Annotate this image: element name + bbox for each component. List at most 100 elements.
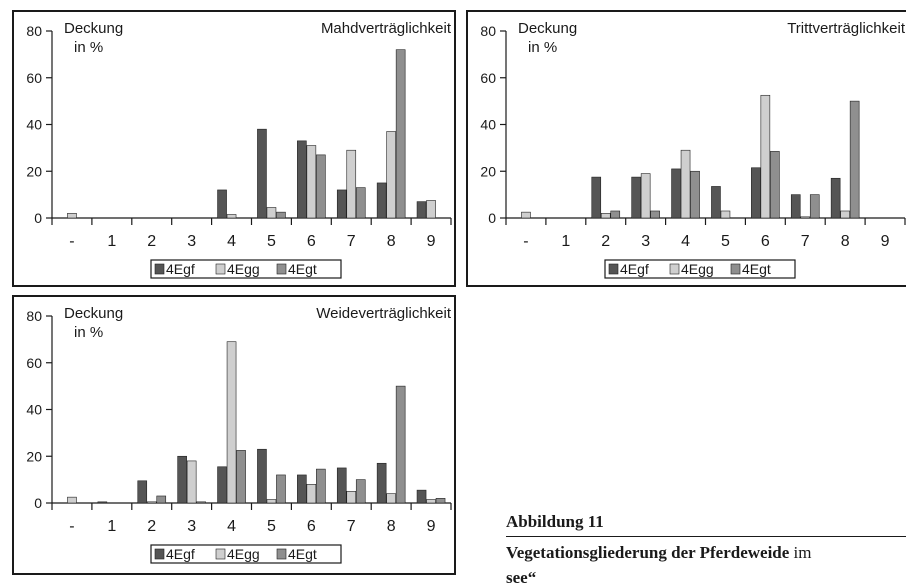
x-tick-label: - <box>523 233 528 250</box>
bar-4Egf-3 <box>631 176 641 219</box>
legend-label-4Egf: 4Egf <box>166 261 195 277</box>
legend-box <box>150 259 342 279</box>
bar-4Egf-9 <box>416 201 427 219</box>
bar-4Egt-8 <box>395 49 406 219</box>
bar-4Egf-9 <box>416 489 427 504</box>
caption-text-cut: see“ <box>506 568 537 583</box>
legend-label-4Egt: 4Egt <box>288 261 317 277</box>
legend-label-4Egg: 4Egg <box>227 546 260 562</box>
legend-swatch-4Egt <box>730 263 741 275</box>
bar-4Egg-2 <box>146 501 157 504</box>
x-tick-label: 5 <box>267 233 276 250</box>
x-tick-label: 4 <box>227 518 236 535</box>
y-tick-label: 20 <box>26 163 42 179</box>
legend-swatch-4Egt <box>276 548 287 560</box>
x-tick-label: 2 <box>147 233 156 250</box>
legend-swatch-4Egf <box>154 263 165 275</box>
bar-4Egf-5 <box>711 186 721 219</box>
x-tick-label: 5 <box>267 518 276 535</box>
chart-panel-mahdvertraeglichkeit: 0 20 40 60 80 - 1 2 3 4 5 6 7 8 9 Deckung in % Mahdverträ… <box>12 10 456 287</box>
x-tick-label: 9 <box>881 233 890 250</box>
bar-4Egt-4 <box>690 170 700 219</box>
bar-4Egt-5 <box>276 211 286 219</box>
bar-4Egt-6 <box>316 154 326 219</box>
legend-label-4Egt: 4Egt <box>288 546 317 562</box>
bar-4Egt-2 <box>610 210 621 219</box>
y-tick-label: 60 <box>26 70 42 86</box>
y-tick-label: 40 <box>480 117 496 133</box>
x-tick-label: 7 <box>801 233 810 250</box>
caption-text-rest: im <box>789 543 812 562</box>
bar-4Egt-9 <box>435 498 446 504</box>
bar-4Egf-5 <box>257 128 267 219</box>
legend-label-4Egg: 4Egg <box>681 261 714 277</box>
bar-4Egg-5 <box>266 499 277 504</box>
legend-swatch-4Egg <box>669 263 680 275</box>
bar-4Egg-- <box>67 496 77 504</box>
bar-4Egt-5 <box>276 474 286 504</box>
bar-4Egt-3 <box>196 501 206 504</box>
bar-chart-weidevertraeglichkeit: 0 20 40 60 80 - 1 2 3 4 5 6 7 8 9 Deckung in % Weidevertr… <box>26 305 452 564</box>
bar-chart-trittvertraeglichkeit: 0 20 40 60 80 - 1 2 3 4 5 6 7 8 9 Deckung in % Trittvertr… <box>480 20 906 279</box>
bar-4Egt-2 <box>156 495 167 504</box>
x-tick-label: 1 <box>561 233 570 250</box>
x-tick-label: 5 <box>721 233 730 250</box>
y-tick-label: 80 <box>480 23 496 39</box>
x-tick-label: - <box>69 518 74 535</box>
x-tick-label: 2 <box>601 233 610 250</box>
bar-4Egg-7 <box>346 149 357 219</box>
legend-label-4Egg: 4Egg <box>227 261 260 277</box>
bar-4Egf-2 <box>137 480 148 504</box>
bar-4Egf-4 <box>217 189 227 219</box>
y-axis-label-line2: in % <box>74 39 103 56</box>
bar-4Egf-7 <box>336 467 347 504</box>
bar-4Egt-8 <box>395 385 406 504</box>
bar-4Egf-6 <box>297 140 307 219</box>
bar-4Egt-6 <box>770 151 780 219</box>
caption-cut-line: see“ <box>506 563 906 583</box>
bar-4Egf-5 <box>257 448 267 504</box>
x-tick-label: 6 <box>307 518 316 535</box>
bar-4Egf-8 <box>376 182 387 219</box>
bar-4Egg-- <box>67 213 77 219</box>
legend-swatch-4Egf <box>154 548 165 560</box>
y-axis-label-line1: Deckung <box>64 305 123 322</box>
bar-4Egg-5 <box>266 207 277 219</box>
x-tick-label: 8 <box>387 518 396 535</box>
bar-4Egg-7 <box>346 491 357 504</box>
bar-4Egg-7 <box>800 216 811 219</box>
legend-swatch-4Egt <box>276 263 287 275</box>
x-tick-label: 3 <box>187 518 196 535</box>
chart-panel-trittvertraeglichkeit: 0 20 40 60 80 - 1 2 3 4 5 6 7 8 9 Deckung in % Trittvertr… <box>466 10 906 287</box>
y-axis-label-line1: Deckung <box>64 20 123 37</box>
caption-title: Abbildung 11 <box>506 512 604 531</box>
x-tick-label: 4 <box>227 233 236 250</box>
bar-4Egt-7 <box>355 187 366 219</box>
x-tick-label: 2 <box>147 518 156 535</box>
bar-4Egf-7 <box>336 189 347 219</box>
x-tick-label: 9 <box>427 518 436 535</box>
bar-4Egg-4 <box>680 149 691 219</box>
chart-panel-weidevertraeglichkeit: 0 20 40 60 80 - 1 2 3 4 5 6 7 8 9 Deckung in % Weidevertr… <box>12 295 456 575</box>
caption-text-bold: Vegetationsgliederung der Pferdeweide <box>506 543 790 562</box>
bar-4Egg-4 <box>226 214 237 219</box>
y-tick-label: 80 <box>26 308 42 324</box>
bar-4Egg-3 <box>186 460 197 504</box>
y-tick-label: 0 <box>488 210 496 226</box>
y-tick-label: 20 <box>26 448 42 464</box>
bar-4Egf-4 <box>671 168 681 219</box>
x-tick-label: 7 <box>347 518 356 535</box>
bar-4Egf-8 <box>830 177 841 219</box>
chart-title: Weideverträglichkeit <box>316 305 452 322</box>
legend-box <box>604 259 796 279</box>
y-tick-label: 0 <box>34 210 42 226</box>
bar-4Egg-4 <box>226 341 237 504</box>
bar-4Egf-2 <box>591 176 602 219</box>
bar-4Egg-3 <box>640 173 651 219</box>
chart-title: Mahdverträglichkeit <box>321 20 452 37</box>
bar-4Egg-6 <box>306 484 317 504</box>
bar-4Egf-7 <box>790 194 801 219</box>
chart-title: Trittverträglichkeit <box>787 20 906 37</box>
legend-swatch-4Egg <box>215 263 226 275</box>
y-tick-label: 40 <box>26 402 42 418</box>
